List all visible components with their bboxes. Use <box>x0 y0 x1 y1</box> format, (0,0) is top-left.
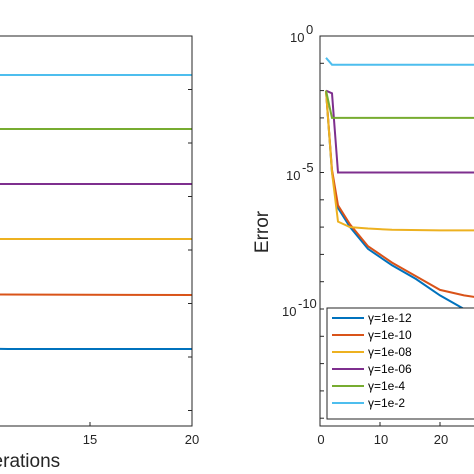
left-xtick-label: 20 <box>185 432 199 447</box>
svg-text:-5: -5 <box>302 160 314 175</box>
legend-label: γ=1e-06 <box>368 362 412 376</box>
ytick-label-1e-10: 10-10 <box>282 296 317 319</box>
left-series-group <box>0 74 193 350</box>
left-axes-box <box>0 35 193 427</box>
right-axes-box <box>319 35 474 427</box>
ytick-label-1e-5: 10-5 <box>286 160 314 183</box>
right-series-line <box>325 89 474 174</box>
right-xtick-label: 0 <box>317 432 324 447</box>
left-xaxis-label: Iterations <box>0 451 60 472</box>
legend-label: γ=1e-12 <box>368 311 412 325</box>
left-series-line <box>0 293 193 296</box>
right-axes: 100 10-5 10-10 0 10 20 Error γ=1e-12γ=1e… <box>252 22 474 447</box>
left-series-line <box>0 347 192 350</box>
right-series-line <box>325 90 474 119</box>
left-ytick-marks <box>188 35 192 411</box>
legend: γ=1e-12 γ=1e-10 γ=1e-08 γ=1e-06 γ=1e-4 γ=1e-2 <box>326 307 474 420</box>
right-xtick-label: 20 <box>434 432 448 447</box>
svg-text:10: 10 <box>282 304 296 319</box>
right-series-line <box>325 57 474 66</box>
right-series-line <box>325 90 474 298</box>
legend-label: γ=1e-2 <box>368 396 405 410</box>
legend-label: γ=1e-08 <box>368 345 412 359</box>
svg-text:-10: -10 <box>298 296 317 311</box>
right-xtick-label: 10 <box>374 432 388 447</box>
left-axes: 15 20 Iterations <box>0 35 199 472</box>
legend-items: γ=1e-12 γ=1e-10 γ=1e-08 γ=1e-06 γ=1e-4 γ=1e-2 <box>332 311 412 410</box>
right-yaxis-label: Error <box>252 210 273 253</box>
svg-text:10: 10 <box>286 168 300 183</box>
svg-text:10: 10 <box>290 30 304 45</box>
right-series-line <box>325 90 474 317</box>
left-xtick-label: 15 <box>83 432 97 447</box>
ytick-label-1e0: 100 <box>290 22 313 45</box>
legend-box <box>326 307 474 420</box>
right-series-group <box>325 57 474 317</box>
right-ytick-marks <box>320 35 324 419</box>
legend-label: γ=1e-10 <box>368 328 412 342</box>
legend-label: γ=1e-4 <box>368 379 405 393</box>
right-series-line <box>325 90 474 232</box>
svg-text:0: 0 <box>306 22 313 37</box>
